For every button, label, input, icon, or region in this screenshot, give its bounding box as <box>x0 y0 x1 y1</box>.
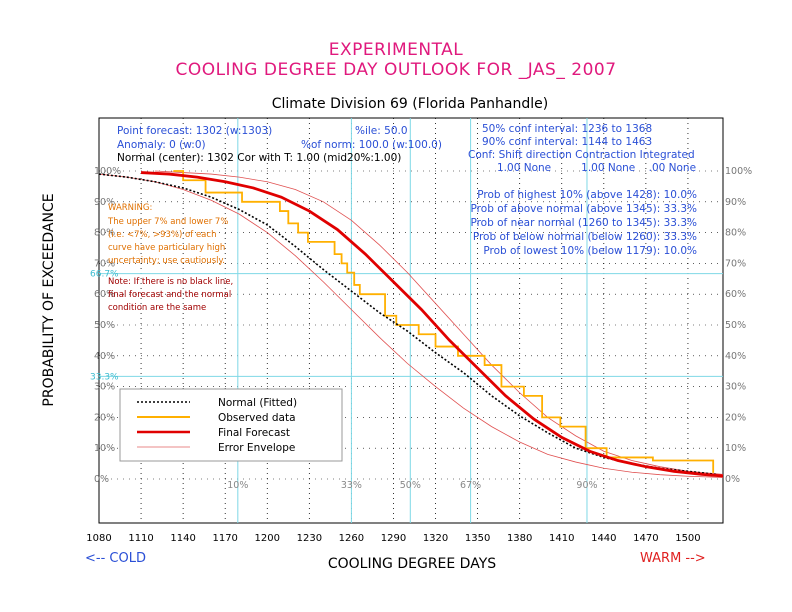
info-conf50: 50% conf interval: 1236 to 1368 <box>482 123 652 135</box>
y-tick-label-left: 0% <box>94 474 109 485</box>
quantile-label: 67% <box>460 480 481 491</box>
x-tick-label: 1170 <box>212 533 237 544</box>
x-tick-label: 1080 <box>86 533 111 544</box>
warning-line: curve have particulary high <box>108 243 225 253</box>
legend-box <box>119 388 343 462</box>
y-tick-label-right: 40% <box>725 351 746 362</box>
x-tick-label: 1260 <box>339 533 364 544</box>
plot-frame <box>98 117 724 524</box>
info-pct-normal: %of norm: 100.0 (w:100.0) <box>301 139 442 151</box>
info-prob-above: Prob of above normal (above 1345): 33.3% <box>471 203 697 215</box>
x-tick-label: 1500 <box>675 533 700 544</box>
info-prob-near: Prob of near normal (1260 to 1345): 33.3… <box>470 217 697 229</box>
info-conf-values: 1.00 None 1.00 None .00 None <box>497 162 696 174</box>
subtitle: Climate Division 69 (Florida Panhandle) <box>272 96 548 112</box>
info-prob-below: Prob of below normal (below 1260): 33.3% <box>473 231 697 243</box>
y-tick-label-left: 10% <box>94 443 115 454</box>
title-line1: EXPERIMENTAL <box>329 40 464 60</box>
legend-label-observed: Observed data <box>218 412 296 424</box>
warning-line: (i.e. <7%, >93%) of each <box>108 230 216 240</box>
y-tick-label-right: 80% <box>725 228 746 239</box>
x-axis-label: COOLING DEGREE DAYS <box>328 556 496 572</box>
y-tick-label-right: 100% <box>725 166 752 177</box>
legend-label-normal: Normal (Fitted) <box>218 397 297 409</box>
info-anomaly: Anomaly: 0 (w:0) <box>117 139 206 151</box>
warning-block: WARNING: The upper 7% and lower 7% (i.e.… <box>107 203 233 313</box>
cold-label: <-- COLD <box>85 551 146 566</box>
warning-line: WARNING: <box>108 203 152 213</box>
note-line: final forecast and the normal <box>108 290 231 300</box>
info-conf90: 90% conf interval: 1144 to 1463 <box>482 136 652 148</box>
info-percentile: %ile: 50.0 <box>355 125 408 137</box>
warning-line: uncertainty; use cautiously. <box>108 256 225 266</box>
x-tick-label: 1140 <box>170 533 195 544</box>
y-tick-label-right: 60% <box>725 289 746 300</box>
y-tick-label-right: 0% <box>725 474 740 485</box>
ref-line-label: 33.3% <box>90 372 119 382</box>
y-tick-label-left: 100% <box>94 166 121 177</box>
y-tick-label-right: 20% <box>725 412 746 423</box>
y-tick-label-left: 20% <box>94 412 115 423</box>
legend: Normal (Fitted) Observed data Final Fore… <box>119 388 343 462</box>
series-layer <box>98 170 724 478</box>
y-tick-label-left: 50% <box>94 320 115 331</box>
y-tick-label-right: 10% <box>725 443 746 454</box>
x-tick-label: 1110 <box>128 533 153 544</box>
quantile-label: 33% <box>341 480 362 491</box>
info-point-forecast: Point forecast: 1302 (w:1303) <box>117 125 272 137</box>
legend-label-final: Final Forecast <box>218 427 290 439</box>
quantile-label: 50% <box>400 480 421 491</box>
note-line: Note: If there is no black line, <box>108 277 233 287</box>
y-tick-label-left: 80% <box>94 228 115 239</box>
x-tick-label: 1230 <box>297 533 322 544</box>
ticks-layer: 1080 1110 1140 1170 1200 1230 1260 1290 1320 1350… <box>86 166 752 544</box>
x-tick-label: 1290 <box>381 533 406 544</box>
y-tick-label-left: 30% <box>94 382 115 393</box>
x-tick-label: 1380 <box>507 533 532 544</box>
y-tick-label-right: 30% <box>725 382 746 393</box>
info-normal-center: Normal (center): 1302 Cor with T: 1.00 (… <box>117 152 401 164</box>
y-tick-label-left: 40% <box>94 351 115 362</box>
quantile-label: 10% <box>227 480 248 491</box>
quantile-label: 90% <box>576 480 597 491</box>
x-tick-label: 1320 <box>423 533 448 544</box>
y-tick-label-right: 50% <box>725 320 746 331</box>
series-error-envelope-lower <box>98 173 724 478</box>
x-tick-label: 1350 <box>465 533 490 544</box>
y-tick-label-left: 90% <box>94 197 115 208</box>
series-normal-fitted <box>98 173 717 476</box>
warm-label: WARM --> <box>640 551 706 566</box>
y-tick-label-left: 60% <box>94 289 115 300</box>
info-prob-highest: Prob of highest 10% (above 1428): 10.0% <box>477 189 697 201</box>
legend-label-envelope: Error Envelope <box>218 442 295 454</box>
x-tick-label: 1470 <box>633 533 658 544</box>
x-tick-label: 1410 <box>549 533 574 544</box>
y-tick-label-left: 70% <box>94 258 115 269</box>
y-axis-label: PROBABILITY OF EXCEEDANCE <box>41 193 57 406</box>
x-tick-label: 1200 <box>255 533 280 544</box>
y-tick-label-right: 90% <box>725 197 746 208</box>
series-observed-data <box>173 170 715 473</box>
x-tick-label: 1440 <box>591 533 616 544</box>
warning-line: The upper 7% and lower 7% <box>107 217 228 227</box>
note-line: condition are the same <box>108 303 206 313</box>
ref-line-label: 66.7% <box>90 270 119 280</box>
info-prob-lowest: Prob of lowest 10% (below 1179): 10.0% <box>483 245 697 257</box>
series-final-forecast <box>140 171 724 478</box>
title-line2: COOLING DEGREE DAY OUTLOOK FOR _JAS_ 200… <box>175 60 616 80</box>
y-tick-label-right: 70% <box>725 258 746 269</box>
info-conf-header: Conf: Shift direction Contraction Integr… <box>468 149 695 161</box>
